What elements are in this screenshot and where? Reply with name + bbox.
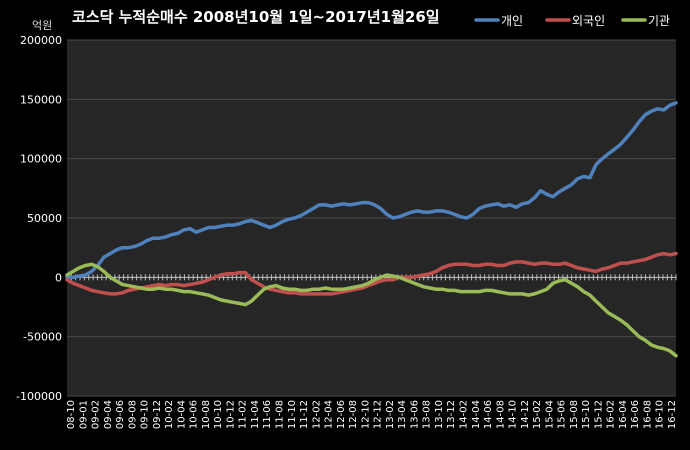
y-axis: -100000 -50000 0 50000 100000 150000 200000 — [16, 34, 62, 403]
x-tick-label: 11-02 — [238, 400, 249, 429]
x-tick-label: 16-12 — [667, 400, 678, 429]
x-tick-label: 12-12 — [373, 400, 384, 429]
x-tick-label: 08-10 — [66, 400, 77, 429]
x-tick-label: 13-10 — [434, 400, 445, 429]
x-tick-label: 15-12 — [593, 400, 604, 429]
x-tick-label: 12-02 — [311, 400, 322, 429]
x-tick-label: 14-06 — [483, 400, 494, 429]
chart-title: 코스닥 누적순매수 2008년10월 1일~2017년1월26일 — [72, 8, 440, 26]
series-lines — [65, 101, 678, 358]
x-tick-label: 14-04 — [471, 400, 482, 429]
x-tick-label: 09-06 — [115, 400, 126, 429]
x-tick-label: 10-06 — [189, 400, 200, 429]
x-tick-label: 15-02 — [532, 400, 543, 429]
x-tick-label: 16-08 — [642, 400, 653, 429]
legend: 개인 외국인 기관 — [474, 14, 670, 28]
x-tick-label: 15-04 — [544, 400, 555, 429]
y-tick-label: -50000 — [23, 331, 62, 344]
x-tick-label: 13-12 — [446, 400, 457, 429]
x-tick-label: 14-12 — [520, 400, 531, 429]
x-tick-label: 09-08 — [127, 400, 138, 429]
unit-label: 억원 — [32, 19, 52, 32]
x-tick-label: 11-10 — [287, 400, 298, 429]
x-tick-label: 16-10 — [655, 400, 666, 429]
x-tick-label: 12-04 — [324, 400, 335, 429]
legend-label: 외국인 — [572, 14, 605, 28]
x-tick-label: 13-02 — [385, 400, 396, 429]
x-tick-label: 14-10 — [508, 400, 519, 429]
x-tick-label: 10-12 — [225, 400, 236, 429]
x-tick-label: 09-01 — [78, 400, 89, 429]
x-axis: 08-10 09-01 09-02 09-04 09-06 09-08 09-10 09-12… — [66, 274, 678, 429]
series-line-3 — [65, 262, 678, 358]
y-tick-label: 50000 — [27, 212, 62, 225]
x-tick-label: 11-12 — [299, 400, 310, 429]
x-tick-label: 12-06 — [336, 400, 347, 429]
x-tick-label: 16-02 — [606, 400, 617, 429]
x-tick-label: 12-10 — [360, 400, 371, 429]
series-line-1 — [65, 101, 678, 280]
x-tick-label: 09-10 — [140, 400, 151, 429]
legend-label: 기관 — [648, 14, 670, 28]
y-tick-label: 150000 — [20, 93, 62, 106]
y-tick-label: 0 — [55, 271, 62, 284]
legend-label: 개인 — [501, 14, 523, 28]
x-tick-label: 13-06 — [409, 400, 420, 429]
x-tick-label: 09-04 — [103, 400, 114, 429]
x-tick-label: 16-06 — [630, 400, 641, 429]
x-tick-label: 12-08 — [348, 400, 359, 429]
x-tick-label: 09-12 — [152, 400, 163, 429]
x-tick-label: 14-02 — [458, 400, 469, 429]
y-tick-label: 200000 — [20, 34, 62, 47]
x-tick-label: 10-04 — [176, 400, 187, 429]
x-tick-label: 14-08 — [495, 400, 506, 429]
x-tick-label: 09-02 — [91, 400, 102, 429]
x-tick-label: 15-10 — [581, 400, 592, 429]
y-tick-label: 100000 — [20, 153, 62, 166]
x-tick-label: 13-08 — [422, 400, 433, 429]
series-line-2 — [65, 251, 678, 296]
x-tick-label: 16-04 — [618, 400, 629, 429]
x-tick-label: 11-04 — [250, 400, 261, 429]
x-tick-label: 11-08 — [275, 400, 286, 429]
x-tick-label: 10-02 — [164, 400, 175, 429]
x-tick-label: 11-06 — [262, 400, 273, 429]
x-tick-label: 15-06 — [557, 400, 568, 429]
x-tick-label: 10-10 — [213, 400, 224, 429]
x-tick-label: 13-04 — [397, 400, 408, 429]
x-tick-label: 10-08 — [201, 400, 212, 429]
y-tick-label: -100000 — [16, 390, 62, 403]
x-tick-label: 15-08 — [569, 400, 580, 429]
